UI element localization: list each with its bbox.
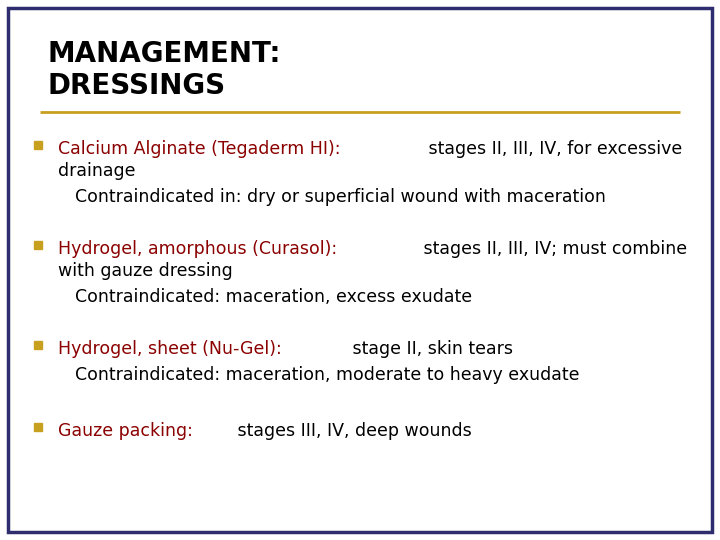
Text: with gauze dressing: with gauze dressing bbox=[58, 262, 233, 280]
Text: MANAGEMENT:: MANAGEMENT: bbox=[48, 40, 282, 68]
Text: stages II, III, IV; must combine: stages II, III, IV; must combine bbox=[418, 240, 688, 258]
Text: Contraindicated in: dry or superficial wound with maceration: Contraindicated in: dry or superficial w… bbox=[75, 188, 606, 206]
Text: stages II, III, IV, for excessive: stages II, III, IV, for excessive bbox=[423, 140, 682, 158]
Text: Hydrogel, sheet (Nu-Gel):: Hydrogel, sheet (Nu-Gel): bbox=[58, 340, 282, 358]
Text: Hydrogel, amorphous (Curasol):: Hydrogel, amorphous (Curasol): bbox=[58, 240, 337, 258]
Text: Contraindicated: maceration, excess exudate: Contraindicated: maceration, excess exud… bbox=[75, 288, 472, 306]
Text: Gauze packing:: Gauze packing: bbox=[58, 422, 193, 440]
Text: Calcium Alginate (Tegaderm HI):: Calcium Alginate (Tegaderm HI): bbox=[58, 140, 341, 158]
Text: Contraindicated: maceration, moderate to heavy exudate: Contraindicated: maceration, moderate to… bbox=[75, 366, 580, 384]
FancyBboxPatch shape bbox=[8, 8, 712, 532]
Text: stage II, skin tears: stage II, skin tears bbox=[347, 340, 513, 358]
Text: DRESSINGS: DRESSINGS bbox=[48, 72, 226, 100]
Text: drainage: drainage bbox=[58, 162, 135, 180]
Text: stages III, IV, deep wounds: stages III, IV, deep wounds bbox=[232, 422, 472, 440]
